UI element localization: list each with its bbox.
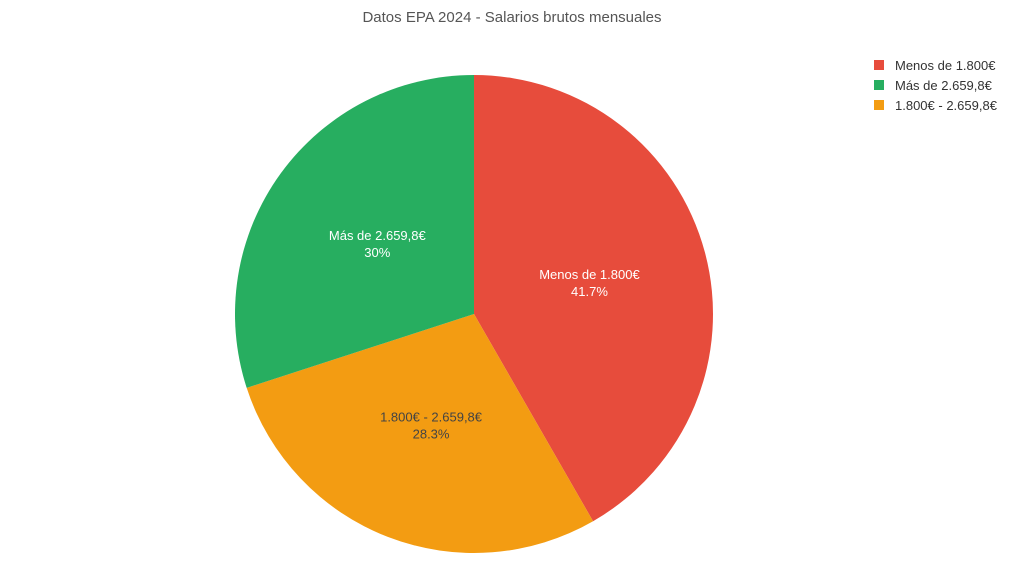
slice-name-label: 1.800€ - 2.659,8€ bbox=[380, 410, 483, 425]
legend-item-menos-de-1-800[interactable]: Menos de 1.800€ bbox=[874, 55, 997, 75]
legend-item-mas-de-2-659-8[interactable]: Más de 2.659,8€ bbox=[874, 75, 997, 95]
pie-slice-menos-de-1-800 bbox=[474, 75, 713, 522]
legend-label: Menos de 1.800€ bbox=[895, 57, 996, 73]
pie-slice-mas-de-2-659-8 bbox=[234, 75, 474, 388]
slice-percent-label: 30% bbox=[364, 245, 390, 260]
legend-swatch bbox=[874, 100, 884, 110]
slice-percent-label: 41.7% bbox=[571, 284, 608, 299]
legend-item-1-800-2-659-8[interactable]: 1.800€ - 2.659,8€ bbox=[874, 95, 997, 115]
chart-legend: Menos de 1.800€ Más de 2.659,8€ 1.800€ - 2… bbox=[874, 55, 997, 115]
slice-name-label: Más de 2.659,8€ bbox=[329, 228, 427, 243]
legend-label: 1.800€ - 2.659,8€ bbox=[895, 97, 997, 113]
legend-swatch bbox=[874, 80, 884, 90]
legend-swatch bbox=[874, 60, 884, 70]
pie-slice-1-800-2-659-8 bbox=[246, 314, 594, 553]
chart-title: Datos EPA 2024 - Salarios brutos mensual… bbox=[362, 9, 662, 26]
slice-percent-label: 28.3% bbox=[413, 427, 450, 442]
slice-name-label: Menos de 1.800€ bbox=[539, 267, 640, 282]
legend-label: Más de 2.659,8€ bbox=[895, 77, 992, 93]
